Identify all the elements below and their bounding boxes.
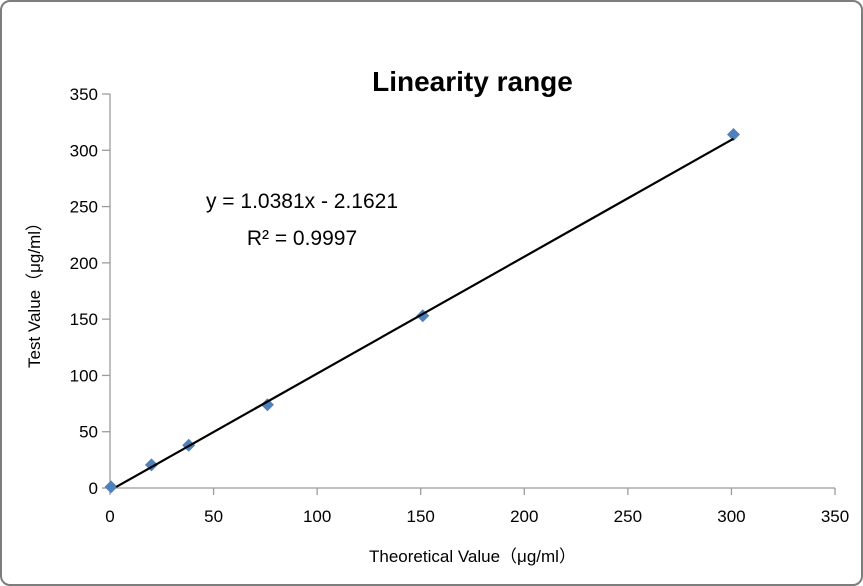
data-point-marker xyxy=(104,480,118,494)
x-tick-label: 200 xyxy=(510,507,538,526)
data-point-marker xyxy=(260,398,274,412)
y-tick-label: 350 xyxy=(70,85,98,104)
x-tick-label: 0 xyxy=(105,507,114,526)
x-tick-label: 300 xyxy=(717,507,745,526)
x-tick-label: 350 xyxy=(821,507,849,526)
y-tick-label: 100 xyxy=(70,366,98,385)
y-tick-label: 50 xyxy=(79,423,98,442)
y-tick-label: 200 xyxy=(70,254,98,273)
y-tick-label: 150 xyxy=(70,310,98,329)
x-tick-label: 250 xyxy=(614,507,642,526)
equation-line-1: y = 1.0381x - 2.1621 xyxy=(205,190,399,213)
trendline xyxy=(115,137,735,488)
chart-title: Linearity range xyxy=(372,66,573,97)
x-axis-title: Theoretical Value（μg/ml） xyxy=(369,547,576,566)
data-point-marker xyxy=(727,128,740,142)
x-tick-label: 150 xyxy=(407,507,435,526)
y-tick-label: 0 xyxy=(89,479,98,498)
equation-line-2: R² = 0.9997 xyxy=(246,227,358,250)
y-tick-label: 300 xyxy=(70,141,98,160)
x-tick-label: 100 xyxy=(303,507,331,526)
trendline-equation: y = 1.0381x - 2.1621 R² = 0.9997 xyxy=(112,183,492,257)
y-tick-label: 250 xyxy=(70,198,98,217)
x-tick-label: 50 xyxy=(204,507,223,526)
y-axis-title: Test Value（μg/ml） xyxy=(25,213,44,369)
